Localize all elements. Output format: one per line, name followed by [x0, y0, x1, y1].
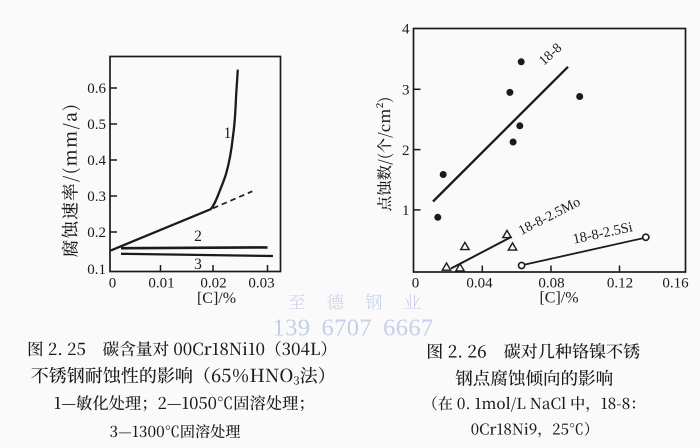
svg-text:0.5: 0.5 [87, 117, 106, 133]
svg-text:4: 4 [402, 22, 410, 38]
svg-text:1: 1 [224, 125, 232, 142]
svg-text:[C]/%: [C]/% [539, 290, 578, 307]
svg-text:139 6707 6667: 139 6707 6667 [272, 315, 433, 342]
svg-text:0.03: 0.03 [248, 276, 274, 292]
svg-text:0.12: 0.12 [607, 276, 633, 292]
svg-text:3: 3 [402, 83, 410, 99]
svg-text:0.1: 0.1 [87, 262, 106, 278]
svg-text:0: 0 [412, 276, 420, 292]
svg-text:0.04: 0.04 [466, 276, 493, 292]
svg-text:18-8: 18-8 [536, 40, 565, 68]
svg-text:18-8-2.5Si: 18-8-2.5Si [571, 219, 634, 247]
svg-text:0.08: 0.08 [538, 276, 564, 292]
svg-text:0.6: 0.6 [87, 81, 106, 97]
svg-text:0: 0 [109, 276, 117, 292]
svg-text:2: 2 [194, 228, 202, 245]
svg-text:0.4: 0.4 [87, 153, 106, 169]
svg-text:3: 3 [194, 256, 202, 273]
svg-text:0.01: 0.01 [148, 276, 174, 292]
svg-text:0.16: 0.16 [662, 276, 689, 292]
svg-text:0.3: 0.3 [87, 189, 106, 205]
svg-text:1: 1 [402, 203, 410, 219]
svg-text:0.2: 0.2 [87, 225, 106, 241]
svg-text:0.02: 0.02 [200, 276, 226, 292]
svg-text:[C]/%: [C]/% [197, 290, 236, 307]
svg-text:2: 2 [402, 143, 410, 159]
